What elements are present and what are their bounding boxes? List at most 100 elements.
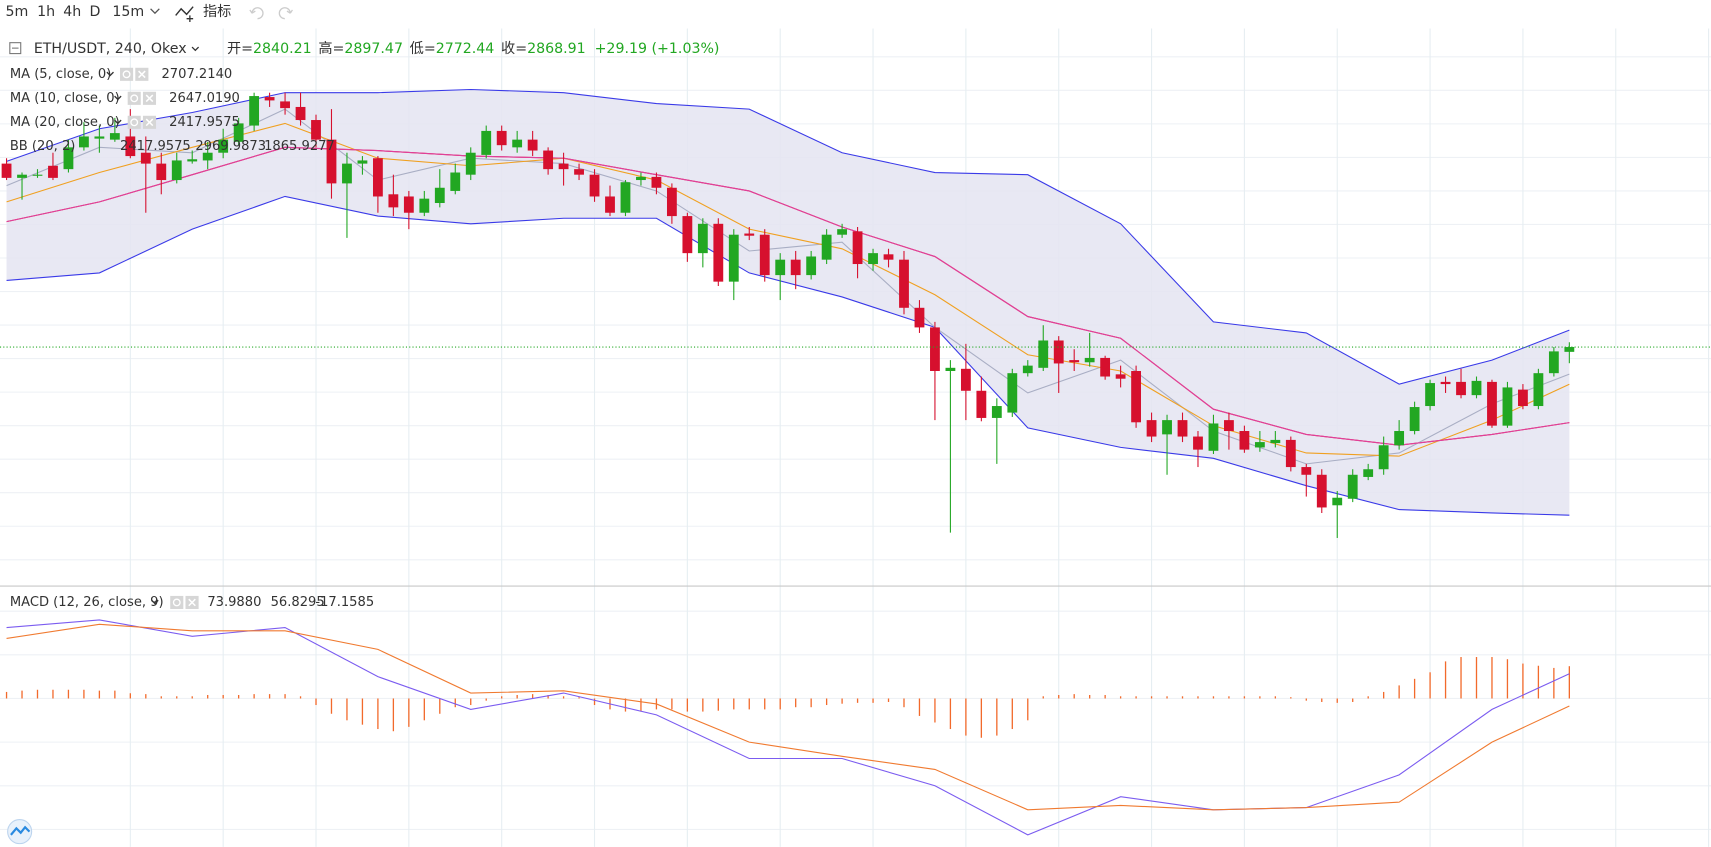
settings-dropdown[interactable] bbox=[151, 599, 159, 605]
macd-histogram-bar bbox=[531, 694, 534, 699]
settings-dropdown[interactable] bbox=[106, 71, 114, 77]
indicator-name[interactable]: MACD (12, 26, close, 9) bbox=[10, 595, 164, 610]
plot bbox=[0, 88, 1711, 836]
candle-body bbox=[1254, 442, 1265, 448]
candle-body bbox=[1084, 357, 1095, 363]
macd-histogram-bar bbox=[83, 689, 85, 699]
candle-body bbox=[109, 133, 120, 140]
candle-body bbox=[930, 327, 940, 371]
macd-histogram-bar bbox=[764, 698, 766, 710]
candle-body bbox=[697, 223, 708, 254]
candle-body bbox=[806, 256, 817, 276]
macd-histogram-bar bbox=[856, 698, 859, 703]
macd-histogram-bar bbox=[377, 698, 379, 730]
indicator-icon[interactable] bbox=[175, 6, 194, 16]
interval-button[interactable]: 5m bbox=[5, 4, 28, 20]
high-value: 2897.47 bbox=[344, 41, 403, 57]
macd-histogram-bar bbox=[21, 690, 23, 699]
candle-body bbox=[790, 259, 801, 276]
candle-body bbox=[899, 259, 909, 308]
indicator-name[interactable]: MA (5, close, 0) bbox=[10, 67, 112, 82]
candle-body bbox=[233, 123, 244, 142]
macd-histogram-bar bbox=[191, 696, 193, 699]
interval-button[interactable]: 1h bbox=[37, 4, 55, 20]
candle-body bbox=[1162, 420, 1172, 435]
macd-histogram-bar bbox=[1150, 696, 1153, 699]
indicator-value: 2647.0190 bbox=[169, 91, 240, 106]
moving-average bbox=[6, 146, 1570, 446]
candle-body bbox=[1285, 439, 1296, 468]
indicator-plus[interactable] bbox=[186, 15, 194, 22]
macd-histogram-bar bbox=[547, 694, 549, 699]
candle-body bbox=[357, 160, 368, 164]
indicator-value: 56.8295 bbox=[271, 595, 325, 610]
indicator-value: -17.1585 bbox=[315, 595, 374, 610]
symbol-title[interactable]: ETH/USDT, 240, Okex bbox=[34, 41, 187, 57]
visibility-eye bbox=[130, 94, 139, 103]
macd-histogram-bar bbox=[1089, 694, 1091, 699]
macd-histogram-bar bbox=[1413, 678, 1416, 699]
visibility-toggle[interactable] bbox=[170, 595, 184, 610]
interval-button[interactable]: 15m bbox=[112, 4, 144, 20]
candle-body bbox=[605, 196, 615, 213]
legend: MA (5, close, 0) 2707.2140 MA (10, close, … bbox=[10, 67, 374, 610]
redo-icon[interactable] bbox=[278, 7, 293, 20]
macd-histogram-bar bbox=[52, 689, 54, 699]
candle-body bbox=[125, 136, 136, 157]
candle-body bbox=[388, 194, 399, 208]
candle-body bbox=[512, 139, 523, 148]
macd-histogram-bar bbox=[268, 694, 271, 699]
indicator-name[interactable]: MA (10, close, 0) bbox=[10, 91, 120, 106]
interval-button[interactable]: D bbox=[89, 4, 100, 20]
candle-body bbox=[94, 136, 105, 139]
candle-body bbox=[543, 150, 554, 170]
macd-histogram-bar bbox=[5, 691, 8, 699]
settings-dropdown[interactable] bbox=[114, 95, 122, 101]
candle-body bbox=[651, 176, 662, 188]
candle-body bbox=[574, 169, 584, 175]
candle-body bbox=[945, 367, 956, 371]
ohlc-label: 低= bbox=[410, 41, 436, 57]
interval-button[interactable]: 4h bbox=[63, 4, 81, 20]
macd-histogram-bar bbox=[67, 689, 70, 699]
macd-histogram-bar bbox=[1491, 657, 1493, 699]
indicator-name[interactable]: BB (20, 2) bbox=[10, 139, 76, 154]
indicator-value: 1865.9277 bbox=[264, 139, 335, 154]
candle-body bbox=[1363, 469, 1374, 477]
collapse-icon[interactable] bbox=[9, 42, 22, 55]
macd-histogram-bar bbox=[1119, 696, 1122, 699]
macd-histogram-bar bbox=[1321, 698, 1323, 702]
indicator-name[interactable]: MA (20, close, 0) bbox=[10, 115, 120, 130]
settings-dropdown[interactable] bbox=[114, 119, 122, 125]
candle-body bbox=[883, 254, 894, 260]
macd-histogram-bar bbox=[1398, 685, 1400, 699]
candle-body bbox=[496, 130, 507, 146]
candle-body bbox=[1548, 351, 1559, 374]
candle-body bbox=[1347, 474, 1358, 499]
interval-dropdown[interactable] bbox=[150, 8, 160, 15]
close-value: 2868.91 bbox=[527, 41, 586, 57]
macd-histogram-bar bbox=[237, 694, 240, 699]
toolbar[interactable]: 指标 5m 1h 4h D 15m bbox=[5, 4, 293, 22]
open-value: 2840.21 bbox=[253, 41, 312, 57]
macd-histogram-bar bbox=[825, 698, 828, 706]
macd-histogram-bar bbox=[1212, 696, 1215, 699]
candle-body bbox=[187, 159, 198, 162]
macd-histogram-bar bbox=[439, 698, 441, 714]
undo-icon[interactable] bbox=[249, 7, 264, 20]
visibility-toggle[interactable] bbox=[127, 115, 141, 129]
candle-body bbox=[17, 174, 27, 178]
indicators-button[interactable]: 指标 bbox=[203, 4, 231, 20]
low-value: 2772.44 bbox=[436, 41, 495, 57]
remove-cross bbox=[145, 94, 154, 103]
symbol-dropdown[interactable] bbox=[191, 46, 200, 52]
candle-body bbox=[1440, 381, 1451, 385]
candle-body bbox=[1270, 439, 1281, 444]
candle-body bbox=[1208, 423, 1219, 451]
candle-body bbox=[1316, 474, 1327, 508]
macd-histogram-bar bbox=[176, 696, 178, 699]
visibility-toggle[interactable] bbox=[127, 91, 141, 105]
visibility-toggle[interactable] bbox=[120, 67, 134, 81]
candle-body bbox=[450, 172, 461, 191]
macd-histogram-bar bbox=[872, 698, 874, 703]
